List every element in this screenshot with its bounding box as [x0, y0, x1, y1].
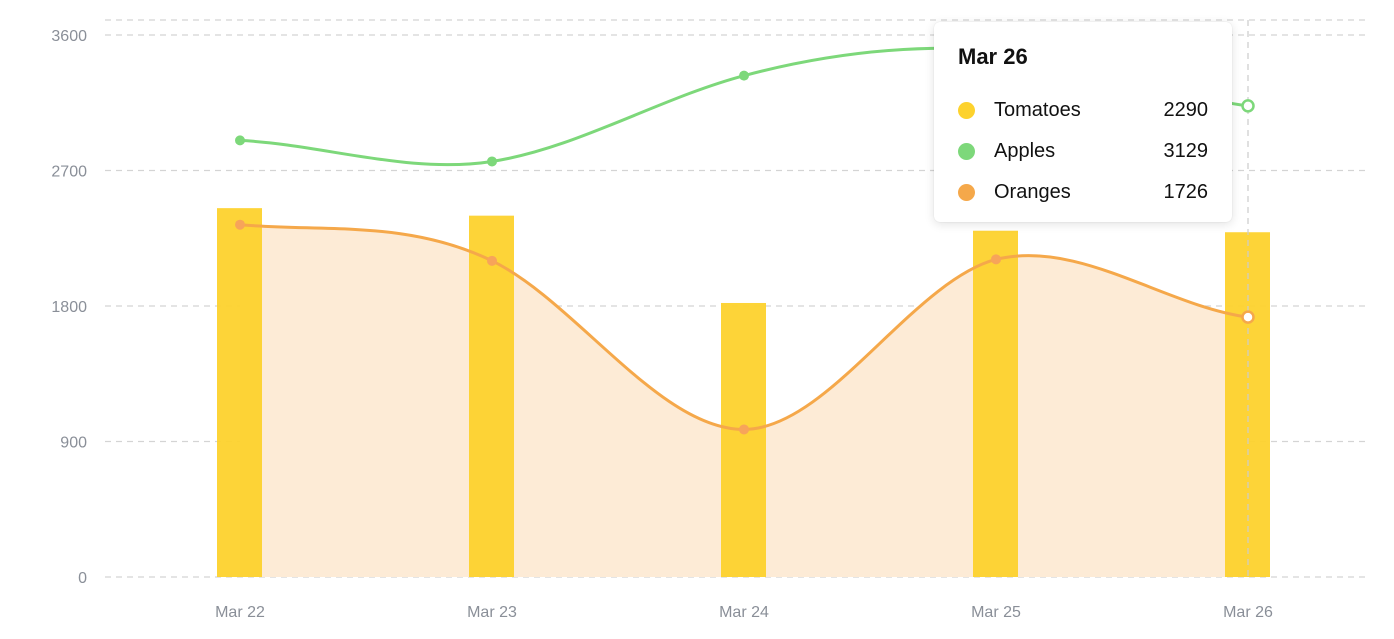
- y-tick-label: 3600: [51, 28, 87, 45]
- tooltip-row-apples: Apples 3129: [958, 131, 1208, 172]
- apples-dot-icon: [958, 143, 975, 160]
- tooltip-row-tomatoes: Tomatoes 2290: [958, 90, 1208, 131]
- x-tick-label: Mar 22: [215, 604, 265, 621]
- tooltip-title: Mar 26: [958, 44, 1028, 69]
- y-tick-label: 1800: [51, 299, 87, 316]
- y-tick-label: 0: [78, 570, 87, 587]
- tomatoes-bar: [469, 215, 514, 577]
- oranges-point: [235, 219, 245, 230]
- tomatoes-bar: [1225, 232, 1270, 577]
- y-axis-ticks: 0 900 1800 2700 3600: [51, 28, 87, 587]
- y-tick-label: 900: [60, 435, 87, 452]
- tooltip: Mar 26 Tomatoes 2290 Apples 3129 Oranges…: [934, 22, 1232, 222]
- tomatoes-bars: [217, 208, 1270, 577]
- x-tick-label: Mar 25: [971, 604, 1021, 621]
- oranges-point: [739, 424, 749, 435]
- apples-point: [739, 70, 749, 81]
- oranges-point: [487, 255, 497, 266]
- tooltip-series-value: 1726: [1163, 181, 1209, 203]
- tomatoes-bar: [217, 208, 262, 577]
- tooltip-series-name: Tomatoes: [994, 99, 1081, 121]
- tomatoes-dot-icon: [958, 102, 975, 119]
- tooltip-series-value: 2290: [1163, 99, 1209, 121]
- oranges-point-active: [1241, 310, 1255, 324]
- tooltip-series-name: Oranges: [994, 181, 1071, 203]
- tooltip-series-value: 3129: [1163, 140, 1209, 162]
- tooltip-row-oranges: Oranges 1726: [958, 172, 1208, 213]
- apples-point-active: [1241, 99, 1255, 113]
- x-tick-label: Mar 24: [719, 604, 769, 621]
- oranges-dot-icon: [958, 184, 975, 201]
- oranges-point: [991, 254, 1001, 265]
- tomatoes-bar: [721, 302, 766, 577]
- tooltip-series-name: Apples: [994, 140, 1056, 162]
- y-tick-label: 2700: [51, 164, 87, 181]
- x-axis-ticks: Mar 22 Mar 23 Mar 24 Mar 25 Mar 26: [215, 604, 1273, 621]
- apples-point: [487, 156, 497, 167]
- apples-point: [235, 135, 245, 146]
- x-tick-label: Mar 23: [467, 604, 517, 621]
- tomatoes-bar: [973, 230, 1018, 577]
- data-points: [235, 45, 1255, 435]
- x-tick-label: Mar 26: [1223, 604, 1273, 621]
